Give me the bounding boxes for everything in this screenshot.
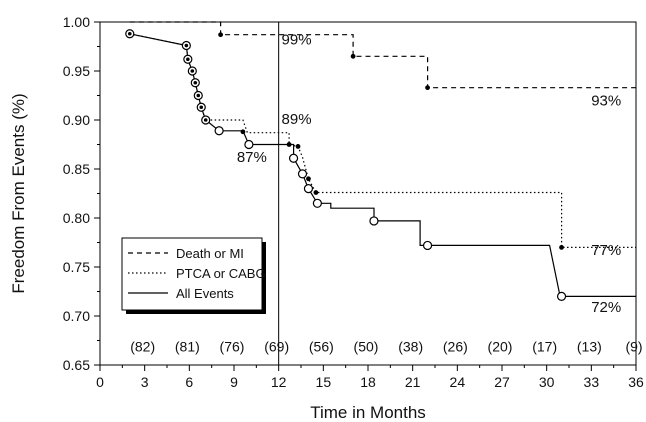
y-tick-label: 0.65 (63, 357, 90, 373)
event-dot-marker (559, 245, 564, 250)
at-risk-count: (9) (625, 338, 642, 354)
y-tick-label: 0.90 (63, 112, 90, 128)
at-risk-count: (81) (175, 338, 200, 354)
all-events-marker (312, 198, 322, 208)
x-tick-label: 15 (316, 374, 332, 390)
event-dot-marker (425, 85, 430, 91)
event-dot-marker (306, 176, 311, 182)
series-group (125, 21, 636, 301)
overlap-dot-marker (196, 93, 201, 98)
at-risk-count: (17) (532, 338, 557, 354)
event-dot-marker (218, 32, 224, 38)
overlap-dot-marker (203, 118, 208, 122)
annotations-group: 99% 89% 87% 93% 77% 72% (82) (81) (76) (69) (56) (5… (130, 32, 642, 355)
x-tick-label: 27 (494, 374, 510, 390)
series-line-0 (129, 21, 636, 89)
at-risk-count: (20) (488, 338, 513, 354)
overlap-dot-marker (127, 31, 132, 36)
y-tick-label: 0.80 (63, 210, 90, 226)
overlap-dot-marker (184, 43, 189, 48)
all-events-marker (303, 184, 314, 194)
at-risk-count: (69) (264, 338, 289, 354)
all-events-marker (214, 126, 224, 136)
x-tick-label: 33 (584, 374, 600, 390)
y-tick-label: 0.75 (63, 259, 90, 275)
all-events-marker (288, 153, 299, 163)
at-risk-count: (13) (577, 338, 602, 354)
series-line-1 (129, 33, 636, 248)
x-tick-label: 0 (96, 374, 104, 390)
event-dot-marker (295, 144, 301, 149)
overlap-dot-marker (186, 57, 190, 62)
x-tick-label: 9 (230, 374, 238, 390)
event-dot-marker (313, 190, 319, 195)
legend-label: Death or MI (176, 246, 244, 261)
y-tick-label: 0.85 (63, 161, 90, 177)
percent-annotation: 87% (237, 149, 267, 166)
x-tick-label: 12 (271, 374, 287, 390)
event-dot-marker (350, 53, 356, 59)
all-events-marker (244, 139, 254, 150)
percent-annotation: 72% (591, 299, 621, 316)
x-tick-label: 3 (141, 374, 149, 390)
percent-annotation: 89% (282, 111, 312, 128)
x-tick-label: 6 (185, 374, 193, 390)
x-tick-label: 21 (405, 374, 421, 390)
at-risk-count: (56) (309, 338, 334, 354)
y-axis-title: Freedom From Events (%) (9, 93, 28, 293)
percent-annotation: 93% (591, 92, 621, 109)
at-risk-count: (26) (443, 338, 468, 354)
axes-group: 0 3 6 9 12 15 18 21 24 27 30 33 360.650.700.750.800.… (9, 14, 644, 422)
y-tick-label: 1.00 (63, 14, 90, 30)
all-events-marker (369, 216, 379, 226)
x-tick-label: 30 (539, 374, 555, 390)
overlap-dot-marker (199, 105, 204, 110)
x-tick-label: 18 (360, 374, 376, 390)
at-risk-count: (50) (354, 338, 379, 354)
y-tick-label: 0.95 (63, 63, 90, 79)
all-events-marker (422, 240, 433, 251)
percent-annotation: 99% (282, 32, 312, 49)
all-events-marker (297, 169, 308, 179)
percent-annotation: 77% (591, 242, 621, 259)
all-events-marker (556, 291, 567, 301)
legend-box (121, 237, 263, 311)
at-risk-count: (38) (398, 338, 423, 354)
x-axis-title: Time in Months (310, 403, 426, 422)
y-tick-label: 0.70 (63, 308, 90, 324)
legend: Death or MI PTCA or CABG All Events (121, 237, 266, 314)
x-tick-label: 36 (628, 374, 644, 390)
at-risk-count: (82) (130, 338, 155, 354)
overlap-dot-marker (193, 80, 198, 85)
at-risk-count: (76) (220, 338, 245, 354)
overlap-dot-marker (190, 69, 195, 73)
legend-label: PTCA or CABG (176, 266, 266, 281)
legend-label: All Events (176, 286, 234, 301)
x-tick-label: 24 (450, 374, 466, 390)
